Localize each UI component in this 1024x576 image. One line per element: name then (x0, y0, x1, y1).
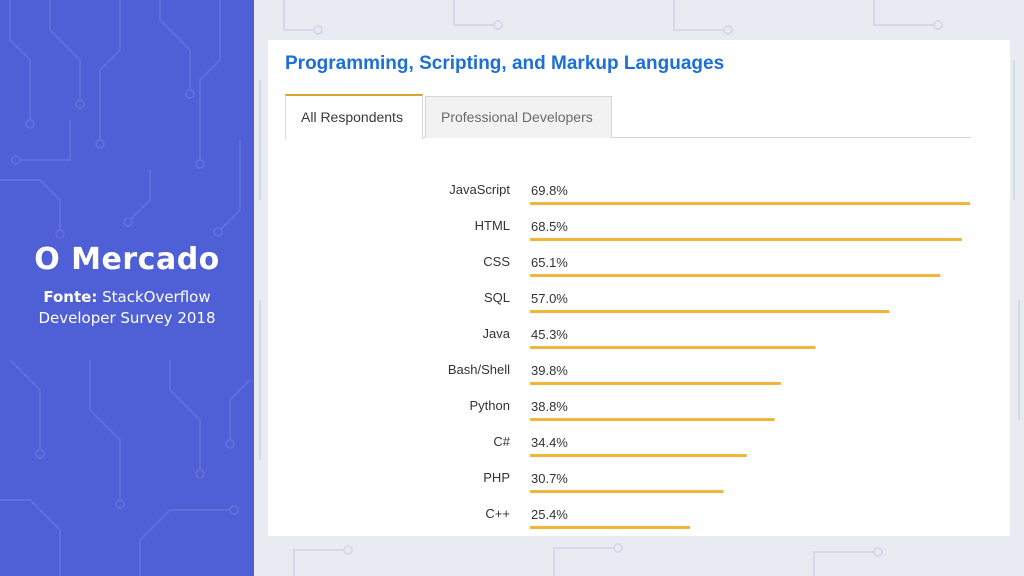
chart-card: Programming, Scripting, and Markup Langu… (268, 40, 1010, 536)
value-label-c-: 34.4% (531, 435, 568, 450)
slide-caption: O Mercado Fonte: StackOverflow Developer… (0, 242, 254, 329)
value-label-css: 65.1% (531, 255, 568, 270)
chart-title: Programming, Scripting, and Markup Langu… (285, 53, 725, 74)
category-label-sql: SQL (484, 290, 510, 305)
value-label-php: 30.7% (531, 471, 568, 486)
left-panel: O Mercado Fonte: StackOverflow Developer… (0, 0, 254, 576)
value-label-javascript: 69.8% (531, 183, 568, 198)
bar-c- (530, 526, 691, 529)
value-label-bash-shell: 39.8% (531, 363, 568, 378)
tab-all-respondents[interactable]: All Respondents (285, 94, 423, 139)
category-label-html: HTML (475, 218, 510, 233)
value-label-html: 68.5% (531, 219, 568, 234)
right-background (254, 0, 1024, 576)
category-label-python: Python (470, 398, 510, 413)
category-label-c-: C++ (485, 506, 510, 521)
tab-bar: All Respondents Professional Developers (285, 94, 971, 139)
value-label-c-: 25.4% (531, 507, 568, 522)
value-label-sql: 57.0% (531, 291, 568, 306)
bar-javascript (530, 202, 970, 205)
bar-css (530, 274, 941, 277)
category-label-java: Java (483, 326, 511, 341)
source-label: Fonte: (43, 288, 98, 306)
category-label-javascript: JavaScript (449, 182, 510, 197)
slide-title: O Mercado (34, 242, 220, 277)
tab-professional-developers[interactable]: Professional Developers (425, 96, 612, 138)
bar-php (530, 490, 724, 493)
category-label-css: CSS (483, 254, 510, 269)
source-citation: Fonte: StackOverflow Developer Survey 20… (0, 287, 254, 329)
source-text-line2: Developer Survey 2018 (38, 309, 216, 327)
bar-python (530, 418, 775, 421)
bar-sql (530, 310, 890, 313)
category-label-c-: C# (493, 434, 510, 449)
bar-chart: JavaScript 69.8% HTML 68.5% CSS 65.1% SQL 57.0%… (448, 182, 970, 529)
circuit-pattern-light-decoration (259, 0, 1020, 576)
bar-bash-shell (530, 382, 781, 385)
bar-c- (530, 454, 747, 457)
category-label-bash-shell: Bash/Shell (448, 362, 510, 377)
source-text: StackOverflow (102, 288, 211, 306)
value-label-python: 38.8% (531, 399, 568, 414)
bar-html (530, 238, 962, 241)
circuit-pattern-decoration (0, 0, 251, 576)
bar-java (530, 346, 816, 349)
category-label-php: PHP (483, 470, 510, 485)
value-label-java: 45.3% (531, 327, 568, 342)
